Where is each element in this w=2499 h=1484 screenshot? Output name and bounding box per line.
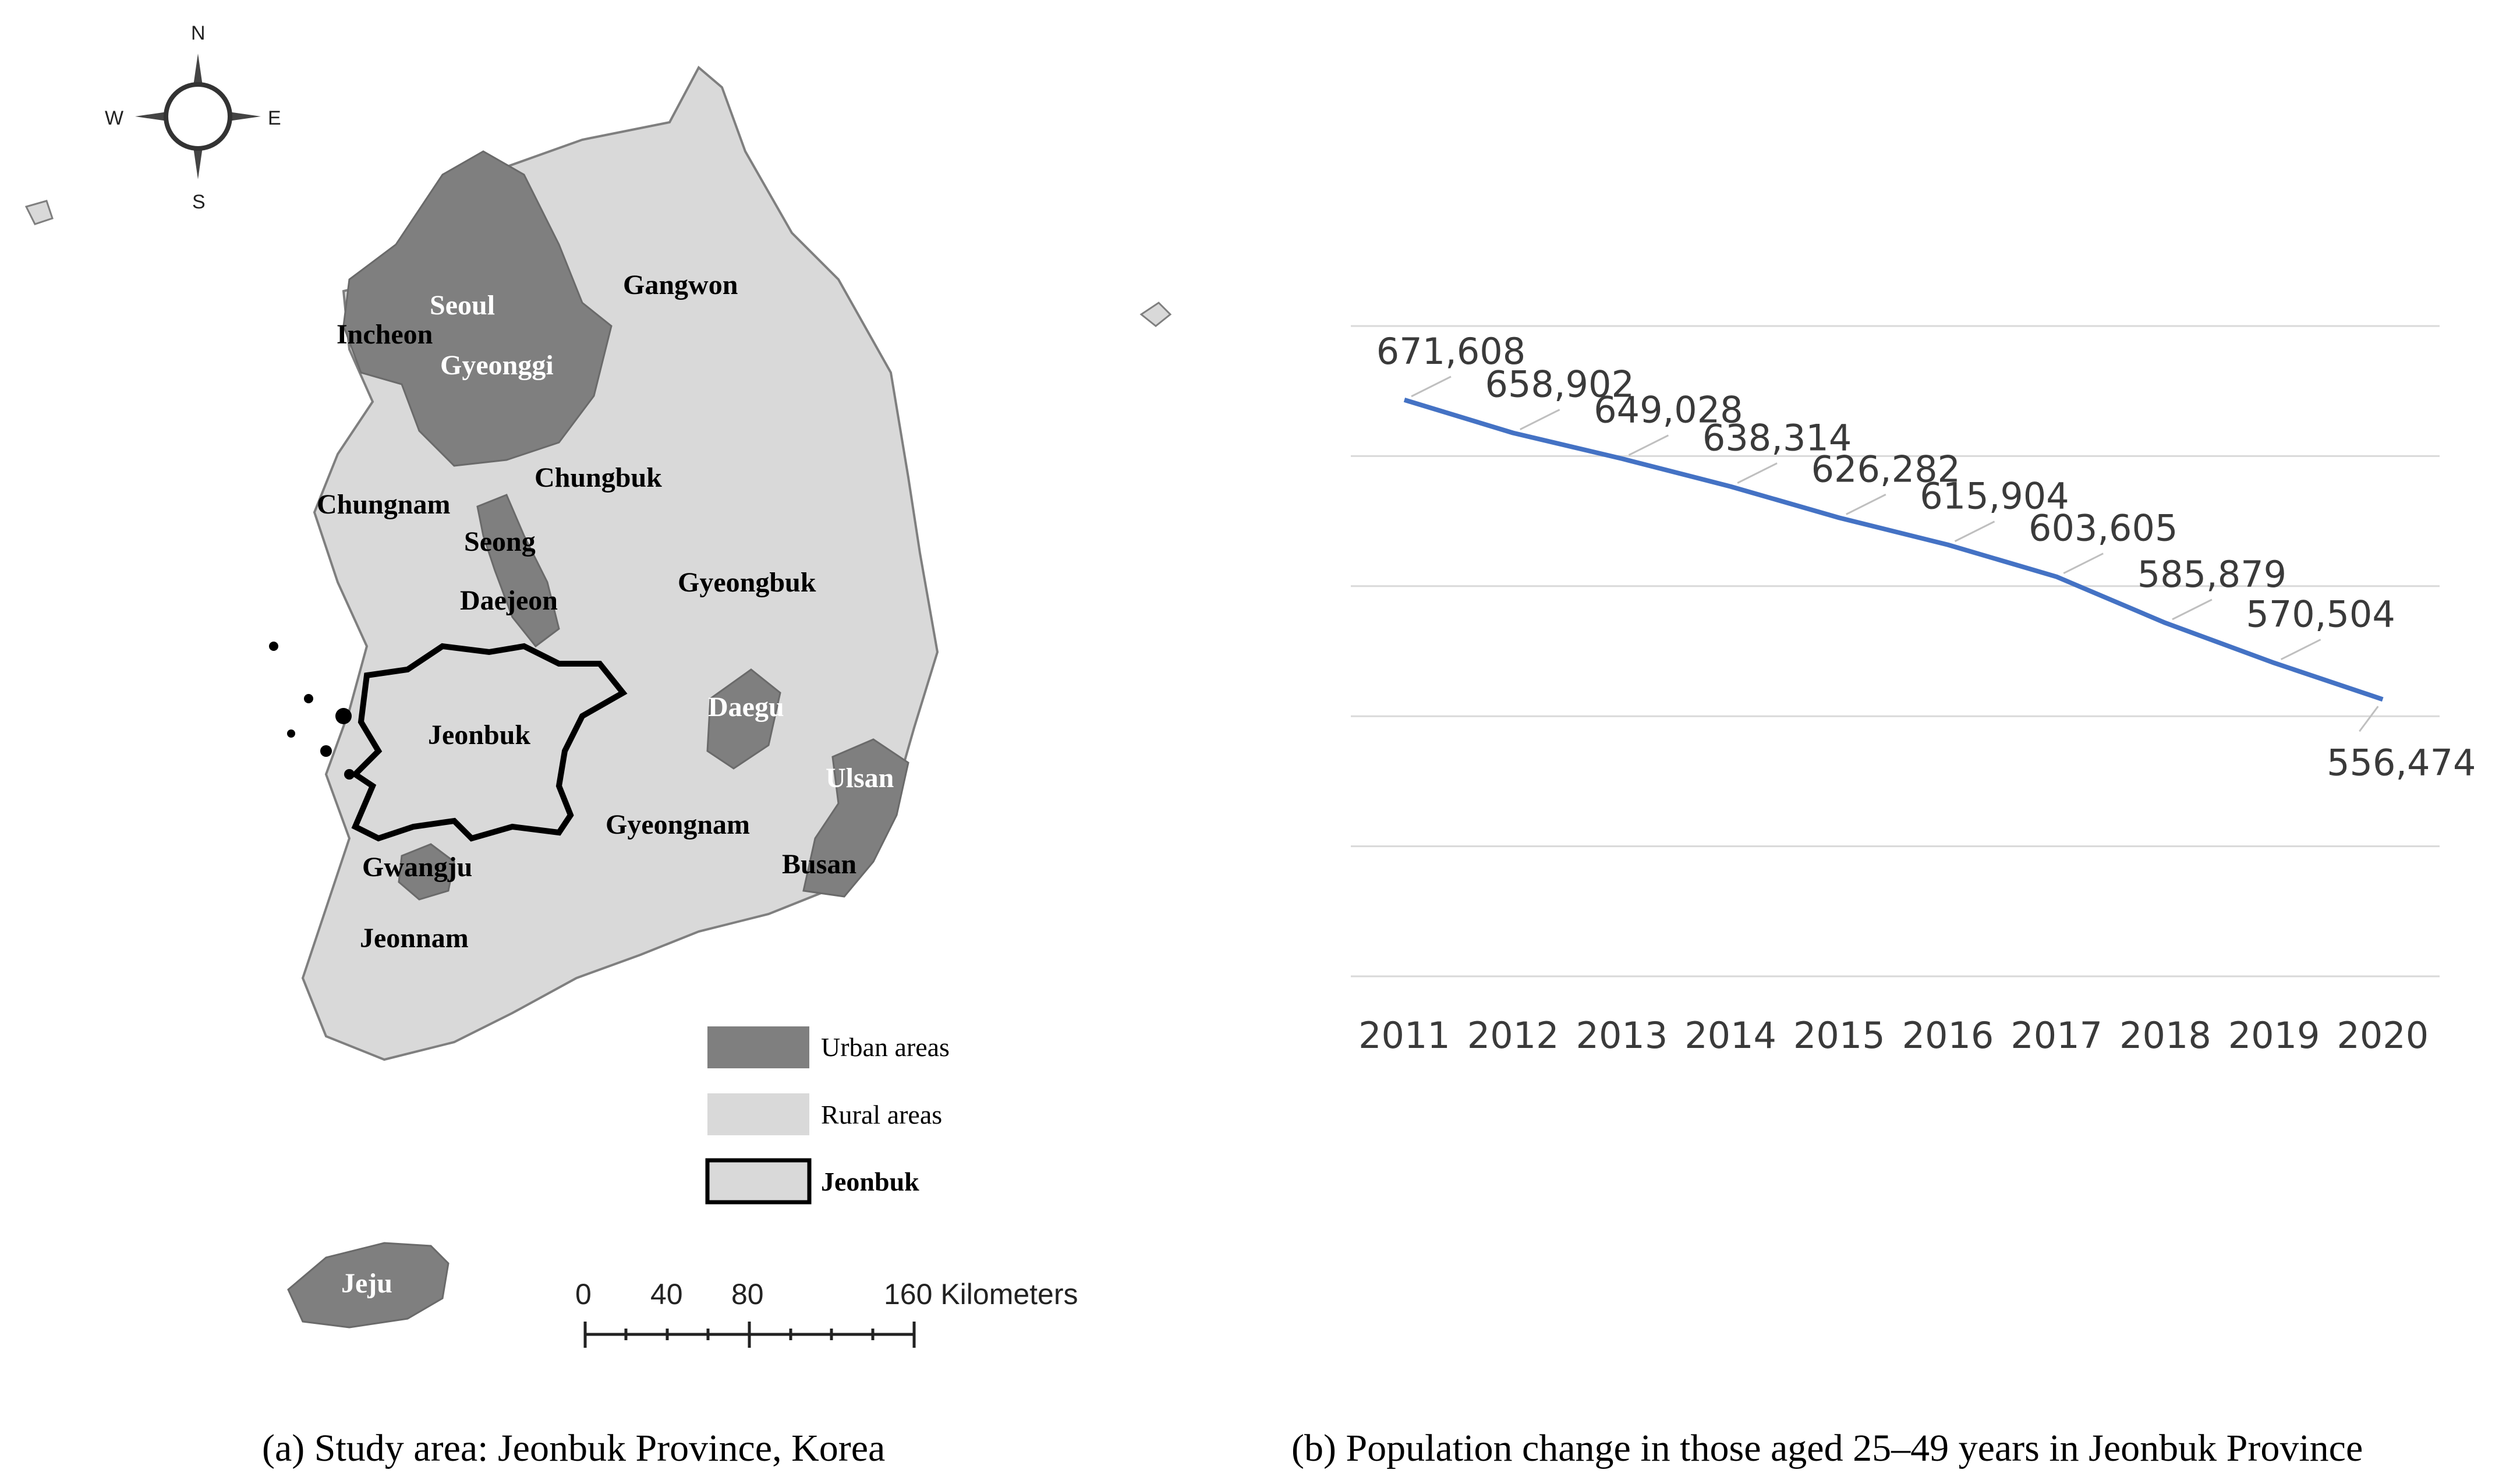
data-label-leader (2172, 598, 2213, 621)
legend-swatch-jeonbuk (705, 1158, 812, 1205)
compass-w: W (105, 107, 123, 129)
label-gangwon: Gangwon (623, 270, 738, 300)
series-line (1403, 398, 2384, 702)
chart-gridlines (1351, 325, 2440, 977)
data-label-leader (1737, 462, 1778, 484)
x-tick-label: 2012 (1467, 1014, 1559, 1057)
caption-a: (a) Study area: Jeonbuk Province, Korea (262, 1427, 886, 1469)
x-tick-label: 2019 (2228, 1014, 2320, 1057)
data-label: 626,282 (1811, 448, 1960, 490)
x-tick-label: 2015 (1793, 1014, 1885, 1057)
island (335, 708, 352, 724)
x-tick-label: 2016 (1902, 1014, 1994, 1057)
label-jeju: Jeju (341, 1268, 392, 1299)
urban-daegu (706, 668, 781, 770)
data-label-leader (1628, 434, 1669, 456)
legend-swatch-rural (707, 1093, 809, 1135)
data-label: 649,028 (1594, 389, 1743, 431)
compass-n: N (191, 22, 206, 44)
data-label: 603,605 (2029, 507, 2178, 550)
scale-label-160: 160 Kilometers (884, 1278, 1078, 1311)
data-label-leaders (1411, 376, 2379, 732)
label-jeonnam: Jeonnam (360, 923, 469, 954)
x-tick-label: 2014 (1684, 1014, 1776, 1057)
label-chungnam: Chungnam (317, 489, 450, 520)
x-tick-label: 2011 (1358, 1014, 1450, 1057)
label-daejeon: Daejeon (460, 585, 558, 616)
label-incheon: Incheon (337, 319, 433, 350)
label-ulsan: Ulsan (826, 763, 894, 794)
legend-label-urban: Urban areas (821, 1032, 950, 1062)
urban-gwangju (398, 843, 455, 901)
island (287, 729, 295, 738)
data-label-leader (2359, 706, 2379, 732)
island (304, 694, 313, 703)
legend-swatch-urban (707, 1026, 809, 1068)
x-tick-label: 2013 (1576, 1014, 1668, 1057)
data-label: 615,904 (1920, 475, 2069, 518)
data-label-leader (2063, 552, 2104, 575)
data-label-leader (1411, 376, 1452, 398)
data-label: 671,608 (1376, 330, 1525, 373)
island (269, 642, 278, 651)
label-gyeonggi: Gyeonggi (440, 350, 554, 381)
x-tick-label: 2018 (2119, 1014, 2211, 1057)
caption-b: (b) Population change in those aged 25–4… (1291, 1427, 2363, 1469)
data-label: 658,902 (1485, 363, 1634, 406)
scale-bar: 0 40 80 160 Kilometers (575, 1278, 1078, 1348)
data-label: 585,879 (2137, 553, 2286, 596)
island (24, 200, 54, 225)
compass-s: S (192, 191, 206, 213)
x-tick-label: 2017 (2010, 1014, 2102, 1057)
data-label-leader (1846, 494, 1886, 515)
data-label: 556,474 (2327, 741, 2476, 784)
x-axis-tick-labels: 2011 2012 2013 2014 2015 2016 2017 2018 2019 2020 (1358, 1014, 2429, 1057)
island (320, 745, 332, 757)
urban-jeju (287, 1242, 449, 1329)
label-seong: Seong (464, 526, 536, 557)
urban-sejong-daejeon (476, 494, 560, 648)
label-seoul: Seoul (430, 290, 495, 321)
label-chungbuk: Chungbuk (535, 462, 662, 493)
legend-label-jeonbuk: Jeonbuk (821, 1167, 919, 1196)
label-jeonbuk: Jeonbuk (428, 720, 530, 750)
population-line-chart: 671,608658,902649,028638,314626,282615,9… (1351, 325, 2476, 1057)
label-busan: Busan (782, 849, 856, 880)
scale-label-80: 80 (731, 1278, 764, 1311)
compass-rose-icon: N S W E (105, 22, 281, 213)
data-label-leader (1520, 409, 1560, 430)
korea-map: Seoul Incheon Gyeonggi Gangwon Chungbuk … (24, 65, 1172, 1329)
label-gyeongbuk: Gyeongbuk (678, 567, 816, 598)
data-label: 570,504 (2246, 593, 2395, 636)
data-labels: 671,608658,902649,028638,314626,282615,9… (1376, 330, 2476, 784)
compass-e: E (268, 107, 281, 129)
urban-gyeonggi (342, 150, 613, 467)
label-gyeongnam: Gyeongnam (606, 809, 750, 840)
urban-ulsan-busan (802, 738, 909, 898)
data-label-leader (2280, 639, 2321, 660)
scale-label-40: 40 (650, 1278, 683, 1311)
scale-label-0: 0 (575, 1278, 592, 1311)
map-legend: Urban areas Rural areas Jeonbuk (705, 1026, 950, 1205)
data-label-leader (1954, 520, 1995, 543)
x-tick-label: 2020 (2337, 1014, 2429, 1057)
data-label: 638,314 (1702, 417, 1852, 459)
island (344, 769, 355, 780)
label-daegu: Daegu (708, 692, 784, 722)
legend-label-rural: Rural areas (821, 1100, 942, 1129)
island (1139, 302, 1172, 327)
jeonbuk-boundary (351, 643, 628, 842)
label-gwangju: Gwangju (362, 852, 472, 883)
rural-mainland (301, 65, 939, 1061)
